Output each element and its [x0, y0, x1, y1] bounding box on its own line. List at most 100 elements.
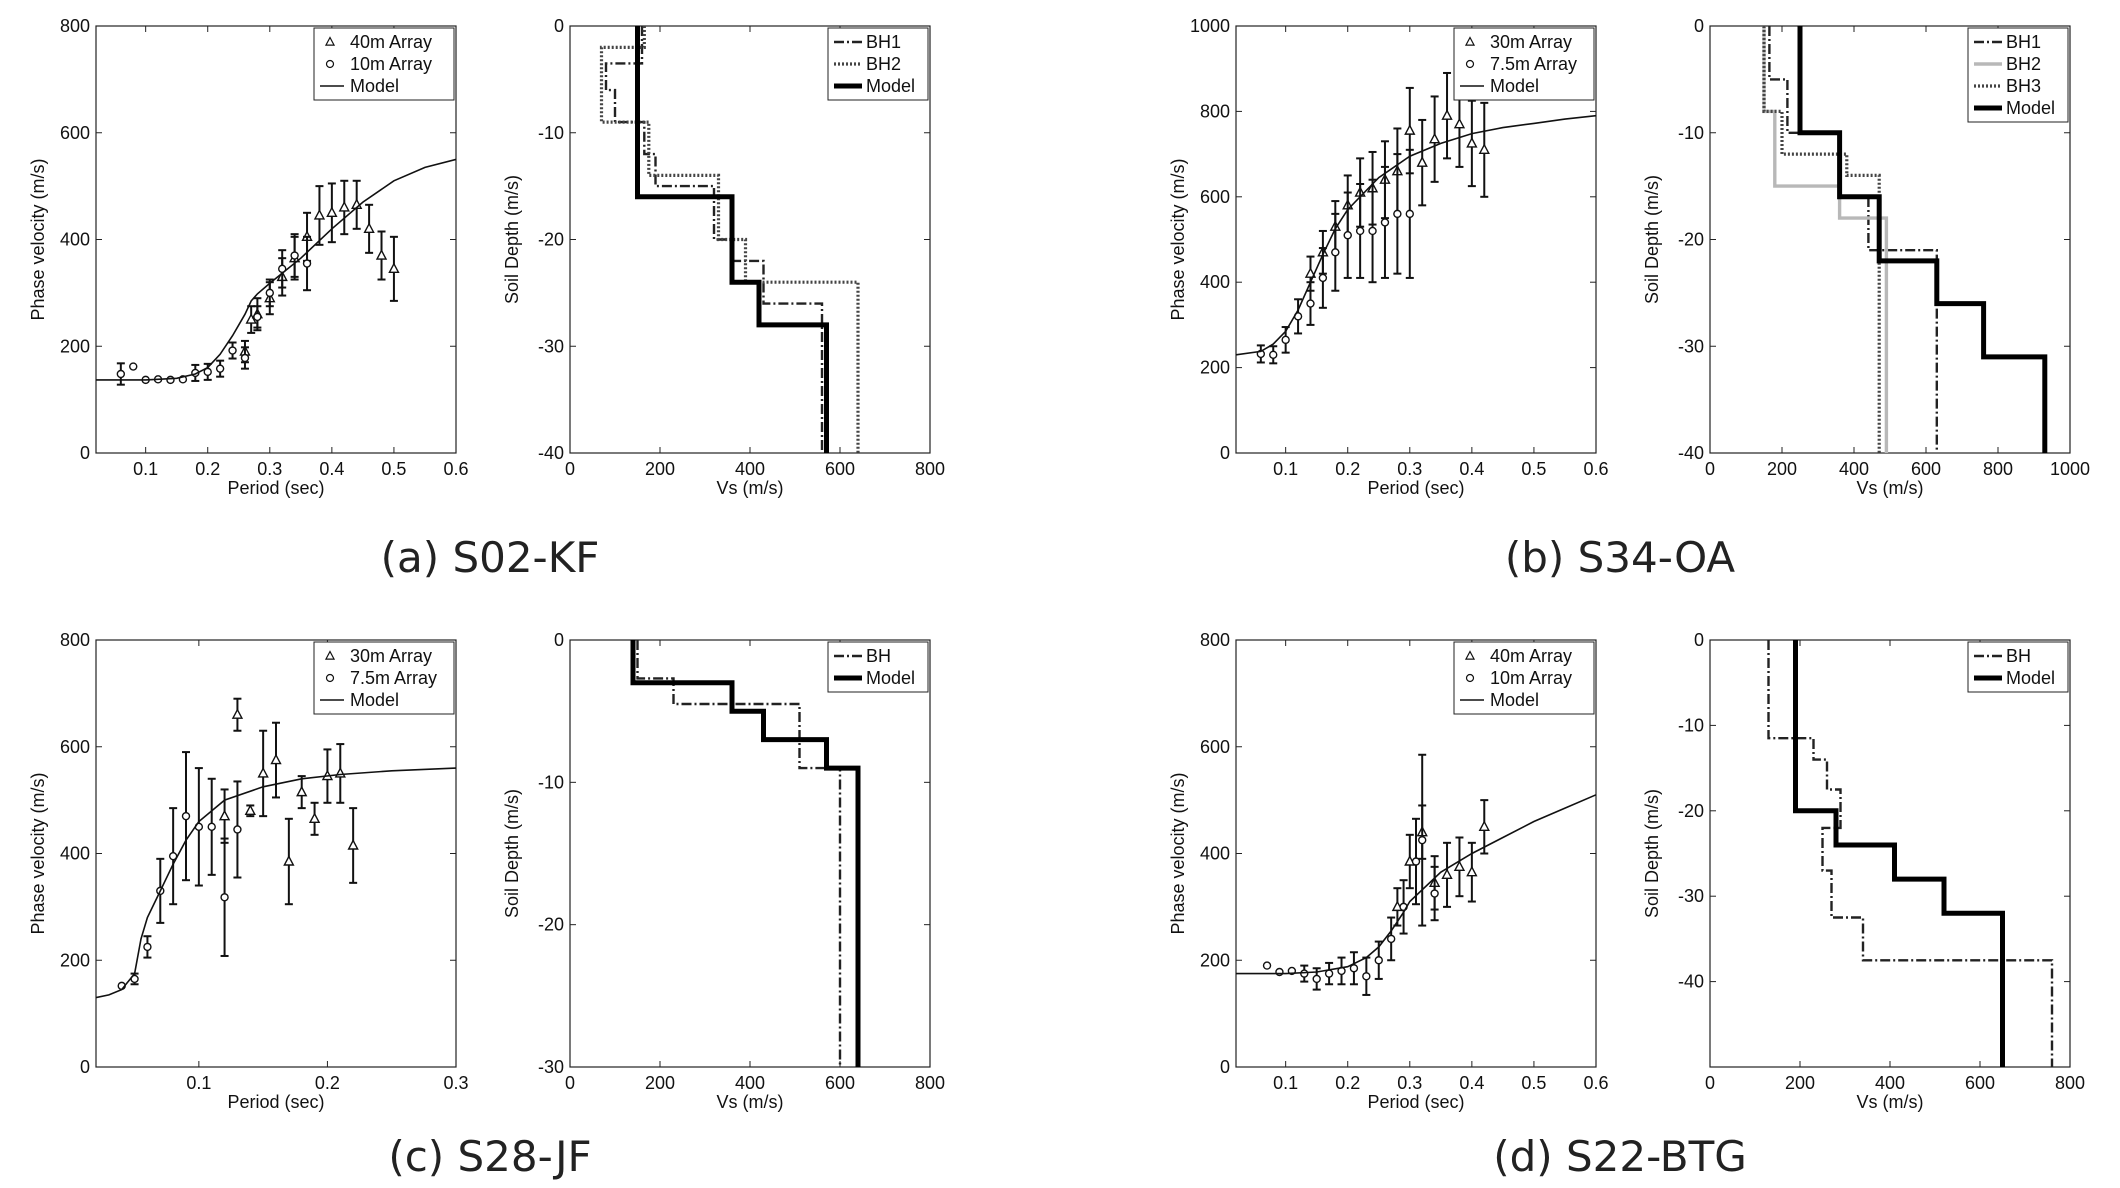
p0-dispersion-ylabel: Phase velocity (m/s) [28, 158, 48, 320]
p0-profile-line-model [635, 26, 829, 453]
caption-d: (d) S22-BTG [1493, 1132, 1747, 1181]
p0-profile-plot-area [599, 26, 860, 453]
p0-profile-ytick-label: -10 [538, 123, 564, 143]
p0-profile-xtick-label: 0 [565, 459, 575, 479]
p1-dispersion-point-triangle [1304, 267, 1317, 278]
p3-dispersion-point-circle [1300, 969, 1309, 978]
p3-dispersion-point-circle [1374, 956, 1383, 965]
p3-dispersion-xtick-label: 0.3 [1397, 1073, 1422, 1093]
p3-profile-line-bh [1767, 640, 2054, 1067]
p3-profile-xtick-label: 800 [2055, 1073, 2085, 1093]
p3-dispersion-point-circle [1418, 835, 1427, 845]
p3-dispersion-xtick-label: 0.1 [1273, 1073, 1298, 1093]
p1-profile-plot-area [1762, 26, 2048, 453]
panel-3-profile-chart: 0 200 400 600 800 0 -10 -20 -30 -40 Vs (m/s) Soil D… [1642, 630, 2085, 1112]
p1-dispersion-ytick-label: 400 [1200, 272, 1230, 292]
p1-dispersion-xtick-label: 0.6 [1583, 459, 1608, 479]
p3-dispersion-legend-swatch [1465, 673, 1475, 683]
p1-dispersion-point-circle [1331, 248, 1340, 257]
p3-dispersion-point-circle [1349, 964, 1359, 973]
p0-dispersion-legend-label: 10m Array [350, 54, 432, 74]
p1-profile-line-bh1 [1768, 26, 1938, 453]
p3-dispersion-point-circle [1386, 934, 1396, 944]
p0-dispersion-plot-area [96, 158, 456, 386]
p3-dispersion-point-circle [1430, 889, 1439, 898]
p2-profile-legend-label: Model [866, 668, 915, 688]
p3-profile-line-model [1793, 640, 2005, 1067]
p2-dispersion-ylabel: Phase velocity (m/s) [28, 772, 48, 934]
panel-2-dispersion-chart: 0.1 0.2 0.3 0 200 400 600 800 Period (sec) Phase … [28, 630, 469, 1112]
p1-dispersion-xtick-label: 0.3 [1397, 459, 1422, 479]
p2-dispersion-xlabel: Period (sec) [227, 1092, 324, 1112]
p0-dispersion-ytick-label: 800 [60, 16, 90, 36]
p0-dispersion-point-triangle [338, 200, 350, 212]
p2-profile-ytick-label: -20 [538, 915, 564, 935]
p2-dispersion-xtick-label: 0.2 [315, 1073, 340, 1093]
p2-profile-plot-area [630, 640, 861, 1067]
p1-dispersion-legend-label: Model [1490, 76, 1539, 96]
p1-dispersion-xtick-label: 0.1 [1273, 459, 1298, 479]
p0-profile-ylabel: Soil Depth (m/s) [502, 175, 522, 304]
p2-dispersion-point-triangle [283, 855, 295, 866]
p2-dispersion-point-triangle [270, 753, 282, 765]
p3-dispersion-ytick-label: 400 [1200, 844, 1230, 864]
p3-profile-ylabel: Soil Depth (m/s) [1642, 789, 1662, 918]
p3-profile-legend-label: Model [2006, 668, 2055, 688]
p0-dispersion-xtick-label: 0.3 [257, 459, 282, 479]
p1-dispersion-legend-label: 7.5m Array [1490, 54, 1577, 74]
p3-profile-xtick-label: 600 [1965, 1073, 1995, 1093]
p0-profile-ytick-label: -40 [538, 443, 564, 463]
p0-dispersion-xtick-label: 0.2 [195, 459, 220, 479]
p1-profile-ylabel: Soil Depth (m/s) [1642, 175, 1662, 304]
p1-dispersion-xtick-label: 0.4 [1459, 459, 1484, 479]
p0-dispersion-xtick-label: 0.6 [443, 459, 468, 479]
p3-dispersion-point-circle [1275, 967, 1284, 977]
p3-profile-legend-box [1967, 641, 2069, 693]
p2-dispersion-xtick-label: 0.1 [186, 1073, 211, 1093]
p2-dispersion-legend-label: 7.5m Array [350, 668, 437, 688]
p3-dispersion-ytick-label: 0 [1220, 1057, 1230, 1077]
caption-c: (c) S28-JF [388, 1132, 592, 1181]
p0-dispersion-point-circle [265, 288, 274, 298]
p3-dispersion-point-triangle [1466, 865, 1478, 877]
p2-dispersion-point-triangle [308, 812, 321, 824]
p0-dispersion-ytick-label: 400 [60, 230, 90, 250]
p1-dispersion-plot-area [1236, 71, 1596, 365]
p3-profile-xtick-label: 0 [1705, 1073, 1715, 1093]
p0-dispersion-ytick-label: 200 [60, 336, 90, 356]
p2-profile-xlabel: Vs (m/s) [717, 1092, 784, 1112]
p0-profile-xtick-label: 600 [825, 459, 855, 479]
p0-dispersion-legend-box [313, 27, 455, 101]
p2-dispersion-point-triangle [257, 766, 269, 778]
p0-dispersion-ytick-label: 600 [60, 123, 90, 143]
p3-dispersion-legend-label: Model [1490, 690, 1539, 710]
p2-profile-xtick-label: 800 [915, 1073, 945, 1093]
p2-dispersion-point-triangle [296, 785, 308, 797]
p0-profile-xtick-label: 400 [735, 459, 765, 479]
p2-dispersion-ytick-label: 0 [80, 1057, 90, 1077]
p2-profile-legend-label: BH [866, 646, 891, 666]
p1-profile-xtick-label: 200 [1767, 459, 1797, 479]
p3-dispersion-ytick-label: 600 [1200, 737, 1230, 757]
p1-dispersion-xtick-label: 0.5 [1521, 459, 1546, 479]
panel-1-dispersion-chart: 0.1 0.2 0.3 0.4 0.5 0.6 0 200 400 600 800 1000 Perio… [1168, 16, 1609, 498]
p0-dispersion-point-circle [116, 369, 126, 379]
p3-profile-ytick-label: -40 [1678, 972, 1704, 992]
p2-profile-ytick-label: 0 [554, 630, 564, 650]
p1-profile-xtick-label: 800 [1983, 459, 2013, 479]
p3-dispersion-point-triangle [1453, 860, 1466, 872]
p2-dispersion-legend-label: 30m Array [350, 646, 432, 666]
p3-dispersion-point-triangle [1441, 868, 1453, 880]
p3-profile-xlabel: Vs (m/s) [1857, 1092, 1924, 1112]
p2-profile-line-model [630, 640, 861, 1067]
p3-profile-xtick-label: 400 [1875, 1073, 1905, 1093]
p1-dispersion-point-triangle [1416, 156, 1428, 167]
p2-dispersion-model-line [96, 767, 456, 999]
p2-dispersion-point-triangle [347, 838, 359, 850]
panel-1-profile-chart: 0 200 400 600 800 1000 0 -10 -20 -30 -40 Vs (m/s) So… [1642, 16, 2090, 498]
p1-profile-ytick-label: -10 [1678, 123, 1704, 143]
p2-profile-legend-box [827, 641, 929, 693]
p1-dispersion-xtick-label: 0.2 [1335, 459, 1360, 479]
p0-profile-xlabel: Vs (m/s) [717, 478, 784, 498]
